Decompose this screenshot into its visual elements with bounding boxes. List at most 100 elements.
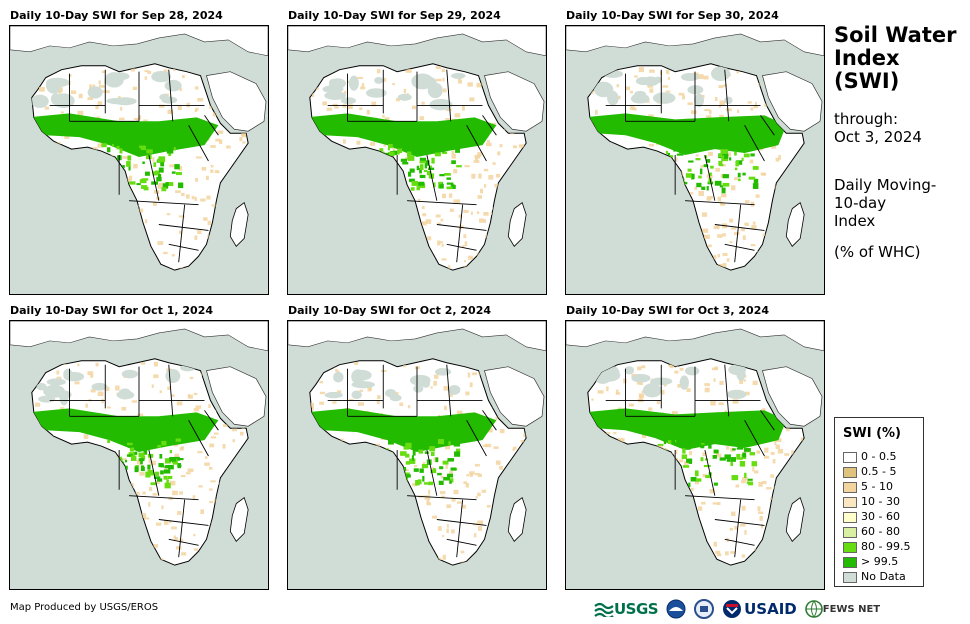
tan-cell <box>210 480 216 483</box>
tan-cell <box>517 362 521 368</box>
green-cell <box>734 151 737 156</box>
tan-cell <box>55 567 59 571</box>
tan-cell <box>477 520 484 525</box>
tan-cell <box>499 200 503 204</box>
tan-cell <box>241 132 247 138</box>
no-data-patch <box>680 72 699 82</box>
green-cell <box>749 452 756 456</box>
tan-cell <box>392 551 396 555</box>
green-cell <box>405 461 411 465</box>
tan-cell <box>803 267 805 271</box>
map-panel-6[interactable] <box>565 320 825 590</box>
tan-cell <box>115 234 122 238</box>
green-cell <box>167 475 173 480</box>
green-cell <box>397 480 403 483</box>
tan-cell <box>33 69 36 73</box>
green-cell <box>667 440 672 444</box>
tan-cell <box>101 172 107 176</box>
tan-cell <box>140 532 146 537</box>
europe-landmass <box>10 26 268 57</box>
tan-cell <box>687 273 692 276</box>
green-cell <box>178 457 184 461</box>
tan-cell <box>193 533 196 537</box>
tan-cell <box>623 378 627 384</box>
tan-cell <box>733 231 740 236</box>
tan-cell <box>719 114 724 120</box>
tan-cell <box>359 238 362 241</box>
tan-cell <box>315 267 320 271</box>
map-panel-2[interactable] <box>287 25 547 295</box>
tan-cell <box>706 196 713 200</box>
tan-cell <box>442 77 445 82</box>
map-panel-4[interactable] <box>9 320 269 590</box>
green-cell <box>742 452 747 458</box>
tan-cell <box>155 522 162 526</box>
tan-cell <box>170 480 176 486</box>
tan-cell <box>217 557 223 561</box>
green-cell <box>409 178 415 183</box>
tan-cell <box>246 189 249 195</box>
tan-cell <box>515 470 522 474</box>
tan-cell <box>138 115 142 120</box>
tan-cell <box>213 242 218 246</box>
green-cell <box>681 454 688 459</box>
green-cell <box>100 158 106 162</box>
green-cell <box>159 454 163 459</box>
tan-cell <box>713 541 718 547</box>
tan-cell <box>600 513 606 517</box>
tan-cell <box>117 517 122 523</box>
tan-cell <box>70 90 77 95</box>
green-cell <box>698 175 702 179</box>
tan-cell <box>417 552 420 557</box>
tan-cell <box>77 110 84 116</box>
tan-cell <box>483 211 489 216</box>
green-cell <box>683 181 688 185</box>
tan-cell <box>340 191 347 196</box>
tan-cell <box>635 450 642 455</box>
tan-cell <box>363 241 366 246</box>
green-cell <box>386 168 389 173</box>
usgs-wave-icon <box>594 602 614 617</box>
tan-cell <box>597 180 600 185</box>
green-cell <box>109 164 112 171</box>
tan-cell <box>83 434 89 439</box>
tan-cell <box>404 486 409 490</box>
green-cell <box>688 482 691 488</box>
tan-cell <box>399 516 406 519</box>
tan-cell <box>745 391 750 396</box>
tan-cell <box>197 67 200 72</box>
map-panel-3[interactable] <box>565 25 825 295</box>
country-border <box>466 115 497 162</box>
tan-cell <box>499 465 503 470</box>
tan-cell <box>383 143 386 147</box>
tan-cell <box>81 568 86 571</box>
tan-cell <box>435 214 441 218</box>
tan-cell <box>667 161 673 165</box>
tan-cell <box>609 564 615 566</box>
tan-cell <box>152 156 155 162</box>
no-data-patch <box>642 383 662 398</box>
tan-cell <box>109 456 112 460</box>
tan-cell <box>482 548 488 552</box>
legend-label: 10 - 30 <box>861 495 900 508</box>
green-cell <box>140 460 143 465</box>
tan-cell <box>645 527 651 532</box>
madagascar-landmass <box>785 497 805 542</box>
tan-cell <box>781 124 785 127</box>
map-panel-1[interactable] <box>9 25 269 295</box>
tan-cell <box>96 270 99 271</box>
tan-cell <box>42 562 47 565</box>
map-panel-5[interactable] <box>287 320 547 590</box>
tan-cell <box>118 117 125 121</box>
no-data-patch <box>429 98 453 111</box>
green-cell <box>751 461 758 467</box>
no-data-patch <box>631 373 651 383</box>
green-cell <box>659 160 663 165</box>
europe-landmass <box>566 26 824 57</box>
green-cell <box>419 157 427 164</box>
green-cell <box>411 181 419 186</box>
tan-cell <box>484 548 488 551</box>
tan-cell <box>210 169 214 173</box>
legend-label: > 99.5 <box>861 555 899 568</box>
